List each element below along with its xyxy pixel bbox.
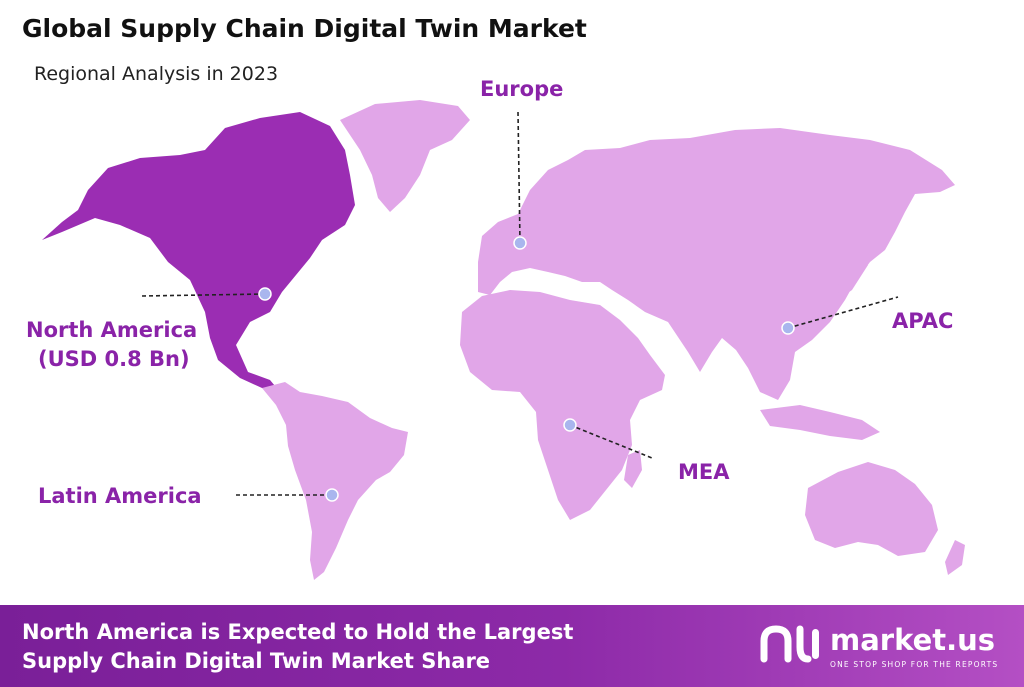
footer-line-2: Supply Chain Digital Twin Market Share — [22, 649, 491, 673]
page-subtitle: Regional Analysis in 2023 — [34, 63, 279, 85]
apac-connector — [787, 296, 899, 329]
footer-text: North America is Expected to Hold the La… — [22, 618, 573, 676]
mea-connector — [569, 424, 653, 459]
europe-connector — [517, 111, 521, 244]
latin-america-label: Latin America — [38, 484, 202, 508]
new-zealand-landmass — [945, 540, 965, 575]
eurasia-landmass — [478, 128, 955, 400]
latin-america-landmass — [262, 382, 408, 580]
logo-name: market.us — [830, 623, 996, 657]
market-us-logo: market.us ONE STOP SHOP FOR THE REPORTS — [760, 623, 1000, 673]
apac-marker — [781, 321, 795, 335]
north-america-label: North America — [26, 318, 198, 342]
footer-banner: North America is Expected to Hold the La… — [0, 605, 1024, 687]
europe-label: Europe — [480, 77, 564, 101]
mea-label: MEA — [678, 460, 730, 484]
north-america-marker — [258, 287, 272, 301]
page-title: Global Supply Chain Digital Twin Market — [22, 14, 587, 43]
latin-america-marker — [325, 488, 339, 502]
apac-label: APAC — [892, 309, 954, 333]
madagascar-landmass — [624, 450, 642, 488]
north-america-landmass — [42, 112, 355, 392]
australia-landmass — [805, 462, 938, 556]
greenland-landmass — [340, 100, 470, 212]
africa-landmass — [460, 290, 665, 520]
north-america-value: (USD 0.8 Bn) — [38, 347, 190, 371]
footer-line-1: North America is Expected to Hold the La… — [22, 620, 574, 644]
southeast-asia-islands — [760, 405, 880, 440]
japan-landmass — [838, 254, 868, 300]
mea-marker — [563, 418, 577, 432]
europe-marker — [513, 236, 527, 250]
market-us-logo-icon — [760, 625, 819, 663]
logo-tagline: ONE STOP SHOP FOR THE REPORTS — [830, 660, 999, 669]
world-map — [42, 100, 965, 580]
